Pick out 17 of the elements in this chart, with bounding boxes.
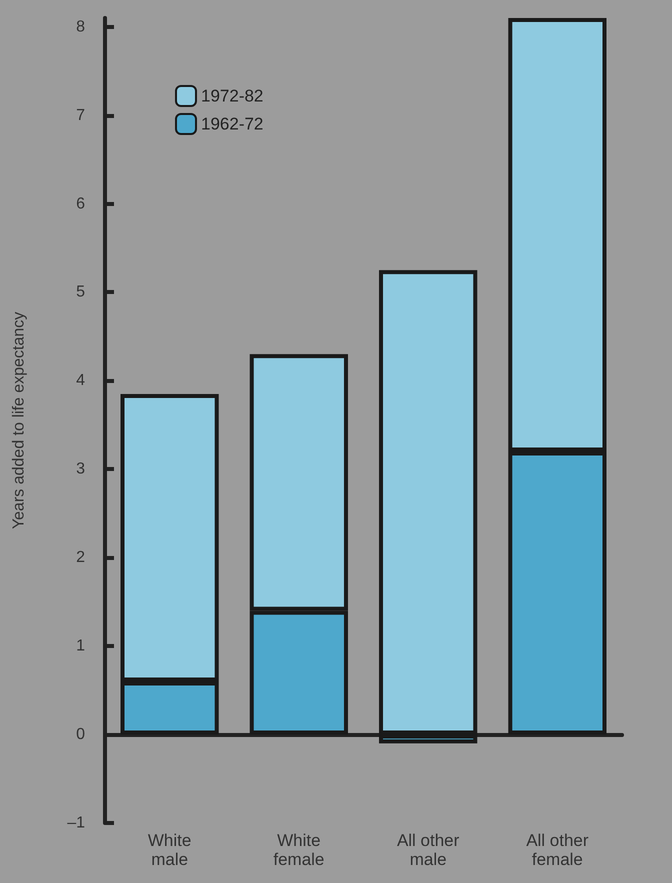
y-tick-label: 8 xyxy=(76,18,86,36)
y-tick-label: 0 xyxy=(76,726,86,744)
y-tick-label: –1 xyxy=(67,814,86,832)
legend-label: 1962-72 xyxy=(201,114,264,134)
y-axis-title: Years added to life expectancy xyxy=(10,312,28,530)
x-tick-label: White male xyxy=(148,831,192,869)
x-tick-label: All other female xyxy=(526,831,589,869)
y-tick-label: 6 xyxy=(76,195,86,212)
y-tick-label: 7 xyxy=(76,106,86,124)
y-tick-label: 4 xyxy=(76,372,86,390)
legend-label: 1972-82 xyxy=(201,86,264,106)
x-tick-label: White female xyxy=(273,831,324,869)
y-tick-label: 2 xyxy=(76,549,86,566)
x-tick-label: All other male xyxy=(396,831,460,869)
y-tick-label: 1 xyxy=(76,638,86,655)
y-tick-label: 3 xyxy=(76,460,86,478)
y-tick-label: 5 xyxy=(76,284,86,301)
